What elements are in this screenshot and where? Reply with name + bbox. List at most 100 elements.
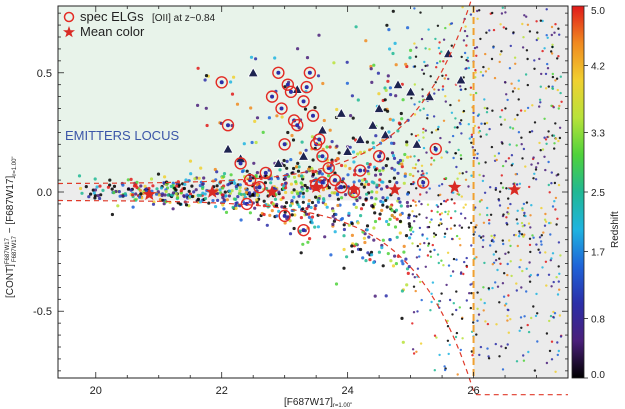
galaxy-point bbox=[464, 25, 467, 28]
galaxy-point bbox=[483, 191, 487, 194]
galaxy-point bbox=[310, 167, 314, 171]
galaxy-point bbox=[379, 151, 383, 155]
galaxy-point bbox=[461, 6, 464, 9]
galaxy-point bbox=[501, 282, 505, 285]
galaxy-point bbox=[406, 192, 410, 196]
galaxy-point bbox=[438, 60, 442, 63]
galaxy-point bbox=[401, 98, 405, 102]
galaxy-point bbox=[427, 242, 431, 245]
galaxy-point bbox=[370, 253, 374, 257]
galaxy-point bbox=[436, 205, 440, 208]
galaxy-point bbox=[374, 173, 378, 177]
galaxy-point bbox=[333, 171, 337, 175]
spec-elg-point bbox=[377, 154, 382, 159]
galaxy-point bbox=[482, 221, 486, 224]
galaxy-point bbox=[437, 299, 441, 303]
legend: spec ELGs [OII] at z~0.84 Mean color bbox=[63, 9, 216, 39]
galaxy-point bbox=[477, 131, 480, 134]
galaxy-point bbox=[166, 193, 170, 197]
galaxy-point bbox=[506, 314, 509, 318]
galaxy-point bbox=[387, 130, 391, 134]
galaxy-point bbox=[215, 170, 219, 174]
galaxy-point bbox=[540, 243, 543, 246]
galaxy-point bbox=[292, 166, 296, 171]
galaxy-point bbox=[533, 59, 536, 62]
colorbar-tick-label: 2.5 bbox=[591, 188, 605, 199]
galaxy-point bbox=[297, 165, 301, 169]
galaxy-point bbox=[297, 174, 301, 178]
galaxy-point bbox=[416, 244, 419, 248]
galaxy-point bbox=[413, 220, 416, 223]
galaxy-point bbox=[522, 36, 525, 39]
galaxy-point bbox=[557, 241, 561, 244]
galaxy-point bbox=[518, 182, 522, 185]
galaxy-point bbox=[296, 169, 301, 173]
galaxy-point bbox=[536, 340, 539, 343]
galaxy-point bbox=[492, 46, 495, 49]
triangle-marker bbox=[272, 157, 285, 168]
galaxy-point bbox=[398, 213, 402, 217]
galaxy-point bbox=[471, 146, 474, 149]
galaxy-point bbox=[363, 240, 367, 245]
galaxy-point bbox=[317, 33, 321, 37]
galaxy-point bbox=[381, 196, 385, 200]
galaxy-point bbox=[106, 185, 110, 189]
galaxy-point bbox=[390, 141, 394, 145]
galaxy-point bbox=[435, 66, 438, 69]
galaxy-point bbox=[455, 308, 458, 312]
galaxy-point bbox=[364, 259, 368, 263]
galaxy-point bbox=[536, 31, 539, 34]
galaxy-point bbox=[524, 165, 527, 168]
galaxy-point bbox=[242, 192, 247, 196]
galaxy-point bbox=[158, 197, 162, 202]
colorbar-tick-label: 0.8 bbox=[591, 314, 605, 325]
galaxy-point bbox=[411, 273, 414, 276]
galaxy-point bbox=[381, 200, 385, 204]
galaxy-point bbox=[275, 214, 279, 218]
galaxy-point bbox=[205, 123, 209, 128]
galaxy-point bbox=[234, 204, 238, 208]
galaxy-point bbox=[489, 213, 493, 216]
galaxy-point bbox=[369, 67, 373, 71]
galaxy-point bbox=[558, 136, 562, 140]
galaxy-point bbox=[361, 203, 365, 207]
galaxy-point bbox=[395, 235, 399, 239]
galaxy-point bbox=[135, 180, 139, 184]
galaxy-point bbox=[533, 369, 537, 372]
galaxy-point bbox=[533, 121, 537, 124]
galaxy-point bbox=[300, 174, 304, 178]
galaxy-point bbox=[557, 183, 561, 187]
galaxy-point bbox=[398, 231, 402, 235]
galaxy-point bbox=[443, 235, 446, 239]
galaxy-point bbox=[365, 224, 370, 228]
galaxy-point bbox=[381, 166, 385, 170]
galaxy-point bbox=[506, 273, 509, 277]
galaxy-point bbox=[525, 49, 529, 52]
galaxy-point bbox=[342, 247, 346, 252]
galaxy-point bbox=[529, 214, 532, 217]
galaxy-point bbox=[198, 193, 202, 197]
triangle-marker bbox=[367, 119, 379, 130]
galaxy-point bbox=[271, 202, 275, 206]
triangle-marker bbox=[291, 83, 303, 94]
galaxy-point bbox=[352, 160, 356, 164]
galaxy-point bbox=[230, 92, 235, 96]
galaxy-point bbox=[432, 159, 436, 162]
triangle-marker bbox=[373, 102, 385, 113]
galaxy-point bbox=[521, 207, 524, 210]
galaxy-point bbox=[345, 255, 349, 259]
galaxy-point bbox=[385, 23, 389, 27]
galaxy-point bbox=[365, 192, 369, 196]
galaxy-point bbox=[222, 175, 226, 179]
galaxy-point bbox=[155, 187, 159, 191]
galaxy-point bbox=[143, 184, 147, 188]
galaxy-point bbox=[323, 235, 327, 239]
galaxy-point bbox=[242, 142, 246, 146]
galaxy-point bbox=[392, 176, 396, 180]
spec-elg-point bbox=[288, 89, 293, 94]
spec-elg-marker bbox=[429, 142, 442, 156]
galaxy-point bbox=[481, 245, 485, 249]
galaxy-point bbox=[528, 130, 532, 134]
galaxy-point bbox=[384, 294, 388, 298]
galaxy-point bbox=[516, 209, 519, 212]
